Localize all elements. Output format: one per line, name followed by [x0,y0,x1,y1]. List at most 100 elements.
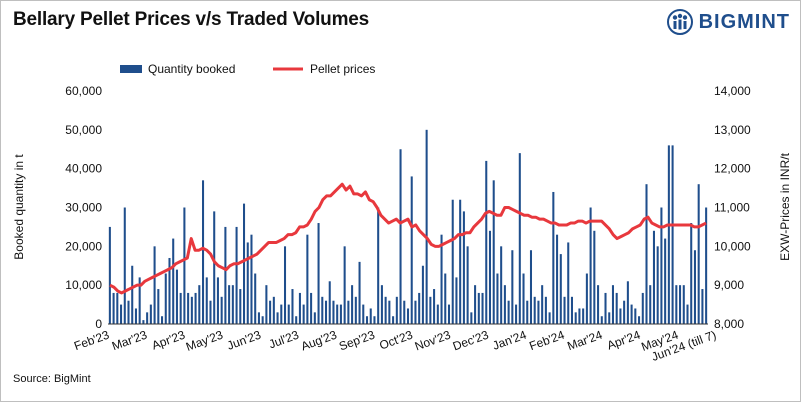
quantity-bar [153,246,156,324]
quantity-bar [108,226,111,324]
quantity-bar [570,296,573,324]
quantity-bar [537,300,540,324]
x-axis-tick-label: Apr'24 [605,328,642,353]
quantity-bar [600,316,603,324]
quantity-bar [623,300,626,324]
x-axis-tick-label: Jul'23 [267,328,301,352]
quantity-bar [578,308,581,324]
chart-legend: Quantity booked Pellet prices [120,62,375,76]
quantity-bar [377,207,380,324]
quantity-bar [649,285,652,324]
quantity-bar [190,296,193,324]
quantity-bar [608,312,611,324]
quantity-bar [675,285,678,324]
quantity-bar [339,304,342,324]
quantity-bar [269,300,272,324]
quantity-bar [120,304,123,324]
quantity-bar [283,246,287,324]
quantity-bar [138,277,141,324]
x-axis-tick-label: Oct'23 [377,328,414,353]
quantity-bar [384,296,387,324]
quantity-bar [462,211,465,324]
quantity-bar [455,277,458,324]
quantity-bar [451,199,454,324]
left-axis-tick-label: 30,000 [65,201,102,215]
quantity-bar [556,234,559,324]
quantity-bar [693,250,696,324]
right-axis-ticks: 8,000 9,000 10,000 11,000 12,000 13,000 14,000 [714,84,751,331]
right-axis-tick-label: 10,000 [714,239,751,253]
quantity-bar [511,250,514,324]
quantity-bar [228,285,231,324]
quantity-bar [131,265,134,324]
quantity-bar [373,316,376,324]
quantity-bar [205,277,208,324]
quantity-bar [421,265,424,324]
quantity-bar [332,300,335,324]
x-axis-tick-label: Feb'24 [527,328,566,354]
quantity-bar [403,300,406,324]
quantity-bar [213,211,216,324]
quantity-bar [660,207,663,324]
quantity-bar [395,296,398,324]
quantity-bar [295,316,298,324]
quantity-bar [604,292,607,324]
left-axis-label: Booked quantity in t [12,154,26,260]
x-axis-tick-label: Jun'23 [225,328,263,353]
quantity-bar [254,273,257,324]
quantity-bar [701,289,704,324]
right-axis-tick-label: 9,000 [714,278,744,292]
quantity-bar [324,300,328,324]
left-axis-tick-label: 0 [95,317,102,331]
quantity-bar [246,242,249,324]
quantity-bar [667,145,670,324]
quantity-bar [369,308,372,324]
quantity-bar [541,285,544,324]
quantity-bar [209,300,212,324]
quantity-bar [399,149,402,324]
x-axis-tick-label: May'23 [184,328,225,354]
quantity-bar [529,250,533,324]
quantity-bar [593,230,596,324]
quantity-bar [257,312,260,324]
quantity-bar [488,230,492,324]
x-axis-tick-label: Sep'23 [337,328,377,354]
quantity-bar [202,180,205,324]
quantity-bar [123,207,126,324]
quantity-bar [429,296,432,324]
right-axis-tick-label: 8,000 [714,317,744,331]
quantity-bar [444,273,447,324]
quantity-bar [343,246,346,324]
quantity-bar [172,238,175,324]
quantity-bar [492,180,495,324]
quantity-bar [470,312,473,324]
quantity-bar [559,254,562,324]
bar-series [108,129,708,324]
bigmint-logo-icon [666,9,693,35]
quantity-bar [615,292,618,324]
quantity-bar [585,273,588,324]
quantity-bar [362,304,365,324]
quantity-bar [336,304,339,324]
quantity-bar [485,160,488,324]
quantity-bar [134,308,137,324]
quantity-bar [515,304,518,324]
x-axis-tick-label: Nov'23 [413,328,453,354]
legend-swatch-bars [120,65,142,73]
quantity-bar [652,230,655,324]
pellet-price-line [109,182,707,295]
quantity-bar [380,285,383,324]
quantity-bar [280,304,283,324]
quantity-bar [175,269,178,324]
quantity-bar [224,226,227,324]
quantity-bar [235,226,238,324]
quantity-bar [526,300,529,324]
quantity-bar [194,292,197,324]
quantity-bar [544,296,547,324]
quantity-bar [116,292,119,324]
left-axis-ticks: 0 10,000 20,000 30,000 40,000 50,000 60,000 [65,84,102,331]
quantity-bar [239,289,242,324]
x-axis-tick-label: Mar'24 [565,328,604,354]
quantity-bar [291,289,294,324]
